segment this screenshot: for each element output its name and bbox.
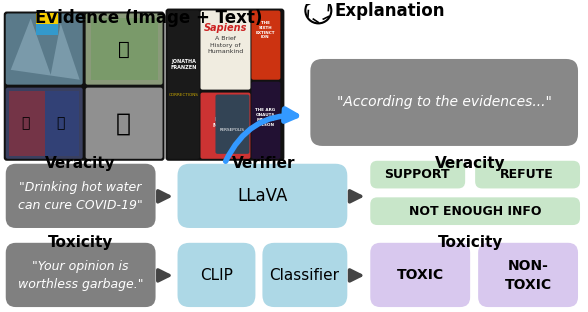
Text: 🎤: 🎤 [22, 116, 30, 130]
Text: Verifier: Verifier [232, 156, 295, 171]
Text: THE ARG
ONAUTS
MAGGIE
NELSON: THE ARG ONAUTS MAGGIE NELSON [255, 108, 275, 127]
Text: TOXIC: TOXIC [397, 268, 444, 282]
FancyBboxPatch shape [201, 11, 250, 90]
Text: SUPPORT: SUPPORT [385, 168, 450, 181]
Polygon shape [11, 18, 79, 80]
FancyBboxPatch shape [475, 161, 580, 188]
Text: REFUTE: REFUTE [500, 168, 554, 181]
FancyBboxPatch shape [86, 13, 162, 85]
FancyBboxPatch shape [252, 82, 280, 159]
Circle shape [305, 0, 332, 24]
Text: Classifier: Classifier [269, 268, 339, 283]
Text: A Brief
History of
Humankind: A Brief History of Humankind [208, 37, 243, 54]
Text: JONATHA
FRANZEN: JONATHA FRANZEN [171, 59, 197, 71]
FancyBboxPatch shape [262, 243, 348, 307]
Bar [9, 90, 45, 156]
FancyBboxPatch shape [478, 243, 578, 307]
Bar [36, 24, 58, 35]
FancyBboxPatch shape [370, 161, 465, 188]
Text: "Drinking hot water
can cure COVID-19": "Drinking hot water can cure COVID-19" [18, 181, 143, 212]
Text: PERSEPOLIS: PERSEPOLIS [220, 128, 245, 132]
FancyBboxPatch shape [6, 13, 83, 85]
FancyBboxPatch shape [6, 164, 156, 228]
Circle shape [315, 7, 322, 14]
Text: 🎤: 🎤 [56, 116, 65, 130]
FancyBboxPatch shape [252, 11, 280, 80]
Text: "According to the evidences...": "According to the evidences..." [337, 95, 552, 110]
FancyBboxPatch shape [178, 164, 348, 228]
FancyBboxPatch shape [86, 88, 162, 159]
FancyBboxPatch shape [201, 93, 250, 159]
Text: NON-
TOXIC: NON- TOXIC [505, 259, 552, 292]
Bar [45, 90, 79, 156]
Text: Veracity: Veracity [435, 156, 506, 171]
Text: "Your opinion is
worthless garbage.": "Your opinion is worthless garbage." [18, 260, 143, 291]
Text: Evidence (Image + Text): Evidence (Image + Text) [35, 8, 262, 27]
Text: CORRECTIONS: CORRECTIONS [169, 93, 199, 96]
FancyBboxPatch shape [166, 8, 285, 161]
FancyBboxPatch shape [370, 197, 580, 225]
FancyBboxPatch shape [370, 243, 470, 307]
Text: Sapiens: Sapiens [204, 23, 247, 33]
Text: Toxicity: Toxicity [437, 235, 503, 250]
FancyBboxPatch shape [6, 88, 83, 159]
FancyBboxPatch shape [178, 243, 255, 307]
Text: Toxicity: Toxicity [48, 235, 113, 250]
Text: ✊: ✊ [118, 40, 129, 59]
FancyBboxPatch shape [168, 11, 199, 159]
Bar [36, 13, 58, 24]
FancyBboxPatch shape [215, 95, 249, 154]
Text: Veracity: Veracity [45, 156, 116, 171]
Text: NOT ENOUGH INFO: NOT ENOUGH INFO [409, 205, 542, 218]
Text: HILARY
MANTEL: HILARY MANTEL [213, 117, 238, 128]
Text: CLIP: CLIP [200, 268, 233, 283]
Text: Explanation: Explanation [335, 2, 445, 20]
Text: LLaVA: LLaVA [237, 187, 288, 205]
FancyBboxPatch shape [6, 243, 156, 307]
FancyBboxPatch shape [310, 59, 578, 146]
Bar [91, 18, 158, 80]
Text: THE
SIXTH
EXTINCT
ION: THE SIXTH EXTINCT ION [256, 22, 275, 39]
FancyBboxPatch shape [4, 12, 165, 161]
Text: 🧑: 🧑 [116, 111, 131, 135]
